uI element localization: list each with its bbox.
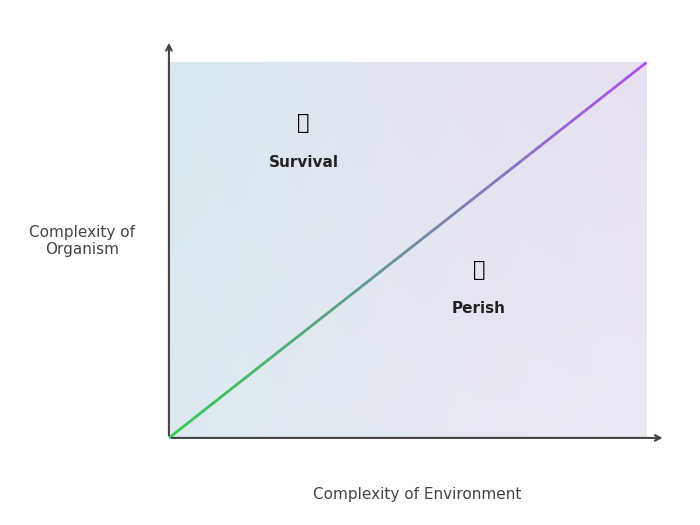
Text: 🌱: 🌱 xyxy=(298,113,310,133)
Text: Complexity of
Organism: Complexity of Organism xyxy=(29,225,135,257)
Text: Perish: Perish xyxy=(452,301,506,316)
Text: Complexity of Environment: Complexity of Environment xyxy=(313,487,522,502)
Text: 💀: 💀 xyxy=(473,260,485,280)
Text: Survival: Survival xyxy=(269,154,339,170)
